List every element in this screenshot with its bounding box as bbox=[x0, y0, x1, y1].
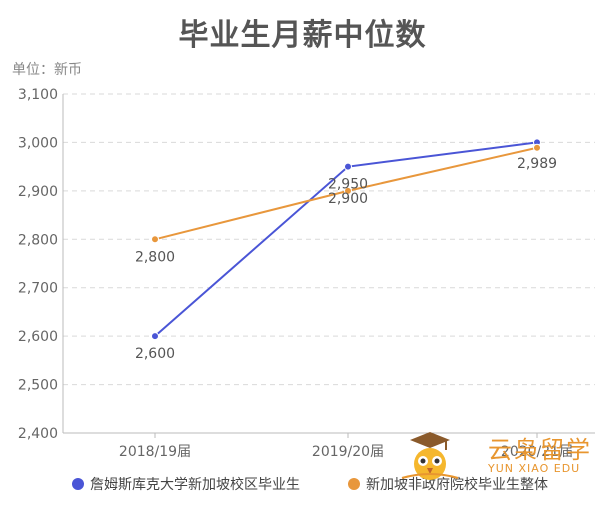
y-tick-label-0: 2,400 bbox=[18, 426, 58, 442]
chart-title: 毕业生月薪中位数 bbox=[178, 18, 427, 53]
owl-logo-icon bbox=[401, 432, 459, 480]
brand-logo: 云枭留学 YUN XIAO EDU bbox=[396, 426, 596, 482]
x-tick-label-2: 2020/21届 bbox=[501, 444, 573, 460]
data-point-s2-1 bbox=[344, 186, 352, 195]
data-point-s2-0 bbox=[151, 235, 159, 244]
data-label-s1-0: 2,600 bbox=[135, 346, 175, 362]
legend-item-series-2[interactable]: 新加坡非政府院校毕业生整体 bbox=[348, 474, 548, 494]
logo-subtext: YUN XIAO EDU bbox=[488, 462, 581, 475]
unit-label: 单位：新币 bbox=[12, 62, 82, 78]
data-point-s1-1 bbox=[344, 162, 352, 171]
legend-item-series-1[interactable]: 詹姆斯库克大学新加坡校区毕业生 bbox=[72, 474, 300, 494]
y-tick-label-7: 3,100 bbox=[18, 87, 58, 103]
axes bbox=[62, 94, 595, 438]
gridlines bbox=[63, 93, 595, 386]
legend-label-2: 新加坡非政府院校毕业生整体 bbox=[366, 477, 548, 493]
logo-text: 云枭留学 bbox=[488, 436, 592, 464]
data-point-s1-0 bbox=[151, 332, 159, 341]
data-label-s2-0: 2,800 bbox=[135, 249, 175, 265]
y-tick-labels: 2,400 2,500 2,600 2,700 2,800 2,900 3,000 3,100 bbox=[18, 87, 58, 442]
y-tick-label-4: 2,800 bbox=[18, 232, 58, 248]
y-tick-label-6: 3,000 bbox=[18, 135, 58, 151]
x-tick-label-0: 2018/19届 bbox=[119, 444, 191, 460]
x-tick-label-1: 2019/20届 bbox=[312, 444, 384, 460]
data-label-s1-1: 2,950 bbox=[328, 177, 368, 193]
data-labels: 2,600 2,950 2,800 2,900 2,989 bbox=[135, 156, 557, 362]
legend: 詹姆斯库克大学新加坡校区毕业生 新加坡非政府院校毕业生整体 bbox=[0, 474, 605, 500]
legend-label-1: 詹姆斯库克大学新加坡校区毕业生 bbox=[90, 477, 300, 493]
y-tick-label-2: 2,600 bbox=[18, 329, 58, 345]
y-tick-label-3: 2,700 bbox=[18, 281, 58, 297]
series-group bbox=[151, 138, 541, 341]
legend-marker-1 bbox=[72, 478, 84, 490]
x-tick-labels: 2018/19届 2019/20届 2020/21届 bbox=[119, 444, 573, 460]
data-label-s2-1: 2,900 bbox=[328, 191, 368, 207]
y-tick-label-1: 2,500 bbox=[18, 378, 58, 394]
legend-marker-2 bbox=[348, 478, 360, 490]
data-point-s2-2 bbox=[533, 143, 541, 152]
y-tick-label-5: 2,900 bbox=[18, 184, 58, 200]
data-label-s2-2: 2,989 bbox=[517, 156, 557, 172]
